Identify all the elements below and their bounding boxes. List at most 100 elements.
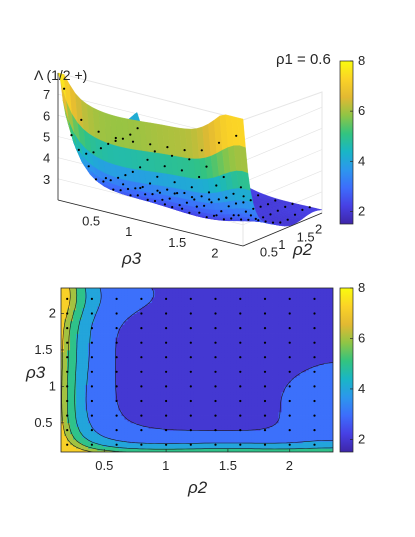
contour-cell (139, 397, 143, 400)
contour-cell (103, 424, 107, 427)
contour-cell (118, 400, 122, 404)
contour-cell (166, 377, 171, 380)
contour-cell (121, 348, 125, 351)
contour-cell (166, 315, 171, 318)
contour-cell (166, 422, 171, 426)
contour-cell (142, 289, 147, 293)
contour-cell (97, 415, 101, 418)
contour-cell (151, 422, 156, 426)
contour-cell (181, 366, 186, 369)
contour-cell (178, 370, 183, 373)
contour-cell (139, 437, 143, 440)
contour-cell (100, 317, 104, 320)
contour-cell (64, 289, 68, 293)
contour-cell (130, 306, 134, 309)
contour-cell (115, 288, 119, 291)
contour-cell (103, 397, 107, 400)
contour-cell (61, 410, 65, 413)
surface-point (121, 137, 124, 140)
contour-cell (172, 410, 177, 413)
surface-point (97, 130, 100, 133)
contour-cell (154, 317, 159, 320)
contour-cell (115, 295, 119, 298)
contour-cell (181, 444, 186, 447)
contour-cell (169, 297, 174, 300)
contour-cell (79, 406, 83, 409)
contour-cell (142, 355, 147, 358)
contour-cell (151, 318, 156, 322)
contour-cell (145, 435, 150, 438)
contour-cell (88, 380, 92, 384)
contour-cell (154, 444, 159, 447)
contour-cell (184, 355, 189, 358)
contour-cell (160, 308, 165, 311)
contour-cell (61, 450, 65, 452)
contour-cell (88, 326, 92, 329)
contour-cell (112, 397, 116, 400)
contour-cell (184, 295, 189, 298)
contour-cell (82, 300, 86, 303)
contour-cell (115, 320, 119, 324)
contour-cell (166, 444, 171, 447)
surface-point (178, 204, 181, 207)
contour-cell (100, 313, 104, 316)
contour-cell (133, 346, 137, 349)
contour-cell (181, 382, 186, 385)
contour-cell (181, 295, 186, 298)
contour-cell (178, 437, 183, 440)
contour-cell (148, 402, 153, 406)
contour-cell (187, 399, 192, 402)
contour-cell (169, 417, 174, 420)
contour-cell (148, 322, 153, 325)
contour-cell (91, 382, 95, 385)
contour-cell (115, 317, 119, 320)
contour-cell (106, 399, 110, 402)
contour-cell (154, 291, 159, 294)
contour-cell (154, 318, 159, 322)
contour-cell (175, 419, 180, 422)
contour-cell (115, 349, 119, 353)
surface-point (215, 184, 218, 187)
contour-cell (163, 439, 168, 442)
contour-cell (172, 317, 177, 320)
contour-cell (76, 370, 80, 373)
contour-cell (106, 298, 110, 302)
contour-cell (133, 373, 137, 376)
contour-cell (184, 304, 189, 307)
contour-cell (61, 379, 65, 382)
contour-cell (109, 297, 113, 300)
contour-cell (109, 293, 113, 296)
contour-cell (154, 404, 159, 407)
contour-cell (73, 311, 77, 314)
contour-cell (124, 317, 128, 320)
contour-cell (178, 411, 183, 415)
contour-cell (85, 360, 89, 364)
contour-cell (79, 393, 83, 396)
contour-cell (151, 433, 156, 436)
contour-cell (172, 386, 177, 389)
contour-cell (85, 315, 89, 318)
contour-cell (124, 424, 128, 427)
contour-cell (154, 342, 159, 345)
contour-cell (133, 408, 137, 411)
contour-cell (109, 317, 113, 320)
contour-cell (115, 364, 119, 367)
contour-cell (139, 306, 143, 309)
contour-cell (70, 386, 74, 389)
contour-cell (154, 368, 159, 371)
contour-cell (94, 357, 98, 360)
contour-cell (88, 293, 92, 296)
contour-cell (76, 300, 80, 303)
contour-cell (160, 335, 165, 338)
contour-cell (73, 411, 77, 415)
contour-cell (85, 386, 89, 389)
contour-cell (133, 366, 137, 369)
contour-cell (61, 395, 65, 398)
contour-cell (136, 329, 140, 333)
contour-cell (145, 368, 150, 371)
contour-cell (127, 298, 131, 302)
contour-cell (142, 344, 147, 347)
contour-cell (82, 289, 86, 293)
surface-point (149, 143, 152, 146)
contour-cell (133, 370, 137, 373)
